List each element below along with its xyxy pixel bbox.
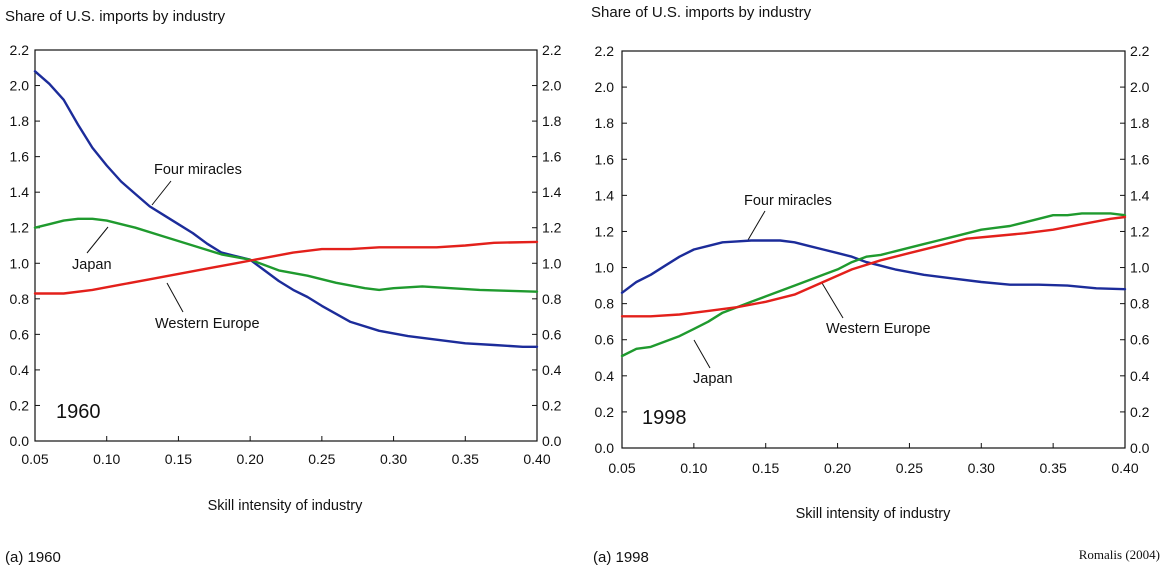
y-tick-label-left: 1.8 [10,113,30,129]
leader-line-western-europe [166,282,184,313]
y-tick-label-left: 0.8 [10,291,30,307]
leader-line-four-miracles [747,210,766,241]
x-tick-label: 0.10 [93,451,120,467]
annotation-four-miracles: Four miracles [154,162,242,178]
annotation-four-miracles: Four miracles [744,193,832,209]
y-tick-label-right: 1.2 [542,220,562,236]
x-tick-label: 0.15 [165,451,192,467]
plot-frame [34,49,538,442]
y-tick-label-left: 0.8 [595,296,615,312]
y-tick-label-right: 0.0 [1130,440,1150,456]
y-tick-label-left: 2.2 [595,43,615,59]
y-tick-label-left: 0.2 [595,404,615,420]
y-tick-label-right: 0.6 [1130,332,1150,348]
y-tick-label-left: 0.4 [595,368,615,384]
xaxis-label: Skill intensity of industry [208,498,363,514]
panel-caption: (a) 1960 [5,549,61,566]
series-line-japan [620,212,1127,358]
y-tick-label-left: 1.6 [595,151,615,167]
leader-line-japan [693,339,711,369]
x-tick-label: 0.05 [21,451,48,467]
annotation-japan: Japan [693,371,733,387]
y-tick-label-right: 1.8 [1130,115,1150,131]
year-label: 1960 [56,401,101,423]
chart-panel-1998: Share of U.S. imports by industry 1998 S… [591,4,1150,566]
y-tick-label-right: 1.2 [1130,223,1150,239]
y-tick-label-right: 0.4 [542,362,562,378]
y-tick-label-left: 2.0 [10,78,30,94]
y-tick-label-left: 1.4 [10,184,30,200]
y-tick-label-right: 0.2 [1130,404,1150,420]
y-tick-label-left: 0.6 [10,326,30,342]
y-tick-label-left: 0.2 [10,397,30,413]
series-line-four-miracles [620,239,1127,294]
y-tick-label-right: 0.2 [542,397,562,413]
x-tick-label: 0.20 [824,460,851,476]
x-tick-label: 0.20 [237,451,264,467]
y-tick-label-left: 1.4 [595,187,615,203]
y-tick-label-left: 2.2 [10,42,30,58]
x-tick-label: 0.10 [680,460,707,476]
x-tick-label: 0.15 [752,460,779,476]
y-tick-label-left: 0.6 [595,332,615,348]
leader-line-japan [86,226,109,254]
y-tick-label-right: 1.6 [542,149,562,165]
y-tick-label-right: 1.4 [1130,187,1150,203]
chart-title: Share of U.S. imports by industry [5,8,226,25]
annotation-western-europe: Western Europe [155,316,260,332]
annotation-western-europe: Western Europe [826,321,931,337]
y-tick-label-left: 0.0 [10,433,30,449]
y-tick-label-right: 2.2 [542,42,562,58]
annotation-japan: Japan [72,257,112,273]
series-line-western-europe [33,240,539,295]
y-tick-label-left: 1.0 [595,260,615,276]
series-line-four-miracles [33,70,539,348]
x-tick-label: 0.30 [968,460,995,476]
x-tick-label: 0.05 [608,460,635,476]
source-credit: Romalis (2004) [1079,547,1160,562]
xaxis-label: Skill intensity of industry [796,506,951,522]
x-tick-label: 0.30 [380,451,407,467]
series-line-japan [33,217,539,293]
y-tick-label-left: 1.8 [595,115,615,131]
series-line-western-europe [620,215,1127,318]
y-tick-label-right: 0.8 [542,291,562,307]
y-tick-label-right: 1.0 [542,255,562,271]
y-tick-label-right: 1.4 [542,184,562,200]
y-tick-label-right: 0.4 [1130,368,1150,384]
y-tick-label-left: 1.0 [10,255,30,271]
y-tick-label-right: 2.0 [1130,79,1150,95]
x-tick-label: 0.40 [1111,460,1138,476]
panel-caption: (a) 1998 [593,549,649,566]
x-tick-label: 0.25 [308,451,335,467]
x-tick-label: 0.35 [452,451,479,467]
y-tick-label-right: 2.0 [542,78,562,94]
x-tick-label: 0.40 [523,451,550,467]
y-tick-label-right: 1.6 [1130,151,1150,167]
y-tick-label-left: 1.2 [10,220,30,236]
plot-frame [621,50,1126,449]
y-tick-label-left: 0.0 [595,440,615,456]
chart-title: Share of U.S. imports by industry [591,4,812,21]
y-tick-label-left: 1.6 [10,149,30,165]
y-tick-label-right: 0.6 [542,326,562,342]
y-tick-label-left: 1.2 [595,223,615,239]
y-tick-label-right: 0.8 [1130,296,1150,312]
leader-line-four-miracles [151,180,172,206]
year-label: 1998 [642,407,687,429]
y-tick-label-right: 2.2 [1130,43,1150,59]
x-tick-label: 0.35 [1040,460,1067,476]
y-tick-label-right: 1.0 [1130,260,1150,276]
chart-panel-1960: Share of U.S. imports by industry 1960 S… [5,8,562,566]
y-tick-label-right: 0.0 [542,433,562,449]
y-tick-label-left: 2.0 [595,79,615,95]
y-tick-label-left: 0.4 [10,362,30,378]
x-tick-label: 0.25 [896,460,923,476]
leader-line-western-europe [821,282,844,319]
y-tick-label-right: 1.8 [542,113,562,129]
